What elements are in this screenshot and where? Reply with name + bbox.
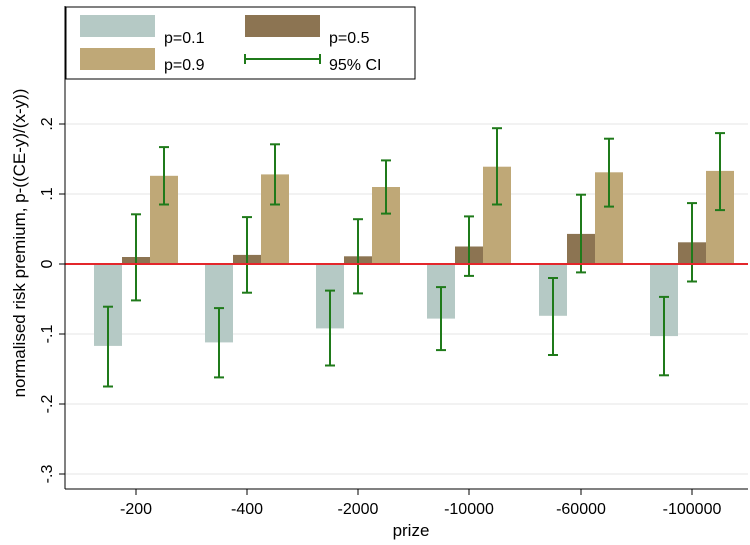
legend-item: 95% CI — [244, 54, 381, 74]
y-axis-title: normalised risk premium, p-((CE-y)/(x-y)… — [10, 89, 29, 398]
y-tick-label: .2 — [39, 117, 56, 130]
ci-bar — [242, 216, 252, 294]
legend-item: p=0.9 — [80, 48, 205, 74]
legend-swatch — [80, 15, 155, 37]
ci-bar — [103, 305, 113, 388]
ci-layer — [103, 127, 725, 388]
x-tick-label: -60000 — [556, 501, 606, 518]
x-tick-label: -10000 — [444, 501, 494, 518]
ci-bar — [492, 127, 502, 206]
ci-bar — [131, 213, 141, 302]
legend-item: p=0.1 — [80, 15, 205, 47]
ci-bar — [576, 193, 586, 274]
legend-label: p=0.5 — [329, 30, 370, 47]
ci-bar — [659, 295, 669, 377]
ci-bar — [270, 143, 280, 206]
y-tick-label: 0 — [39, 259, 56, 268]
y-tick-label: .1 — [39, 187, 56, 200]
legend-item: p=0.5 — [245, 15, 370, 47]
axes-layer: -.3 -.2 -.1 0 .1 .2 -200 -400 -2000 -10000 -60000 -… — [39, 6, 748, 518]
x-tick-label: -200 — [120, 501, 152, 518]
ci-bar — [687, 202, 697, 283]
ci-bar — [464, 215, 474, 277]
ci-bar — [159, 146, 169, 206]
ci-bar — [381, 159, 391, 215]
y-tick-label: -.3 — [39, 465, 56, 484]
x-axis-title: prize — [393, 521, 430, 540]
y-tick-label: -.2 — [39, 395, 56, 414]
grid-layer — [65, 123, 748, 475]
ci-bar — [325, 289, 335, 367]
x-tick-label: -400 — [231, 501, 263, 518]
ci-bar — [353, 218, 363, 295]
ci-bar — [715, 132, 725, 212]
legend-swatch — [245, 15, 320, 37]
x-tick-label: -2000 — [338, 501, 379, 518]
legend-label: 95% CI — [329, 57, 381, 74]
legend-label: p=0.1 — [164, 30, 205, 47]
ci-bar — [214, 307, 224, 379]
legend-label: p=0.9 — [164, 57, 205, 74]
ci-bar — [604, 137, 614, 208]
y-tick-label: -.1 — [39, 325, 56, 344]
ci-bar — [436, 286, 446, 352]
legend: p=0.1 p=0.5 p=0.9 95% CI — [65, 6, 416, 80]
x-tick-label: -100000 — [663, 501, 722, 518]
ci-bar — [548, 277, 558, 356]
legend-swatch — [80, 48, 155, 70]
